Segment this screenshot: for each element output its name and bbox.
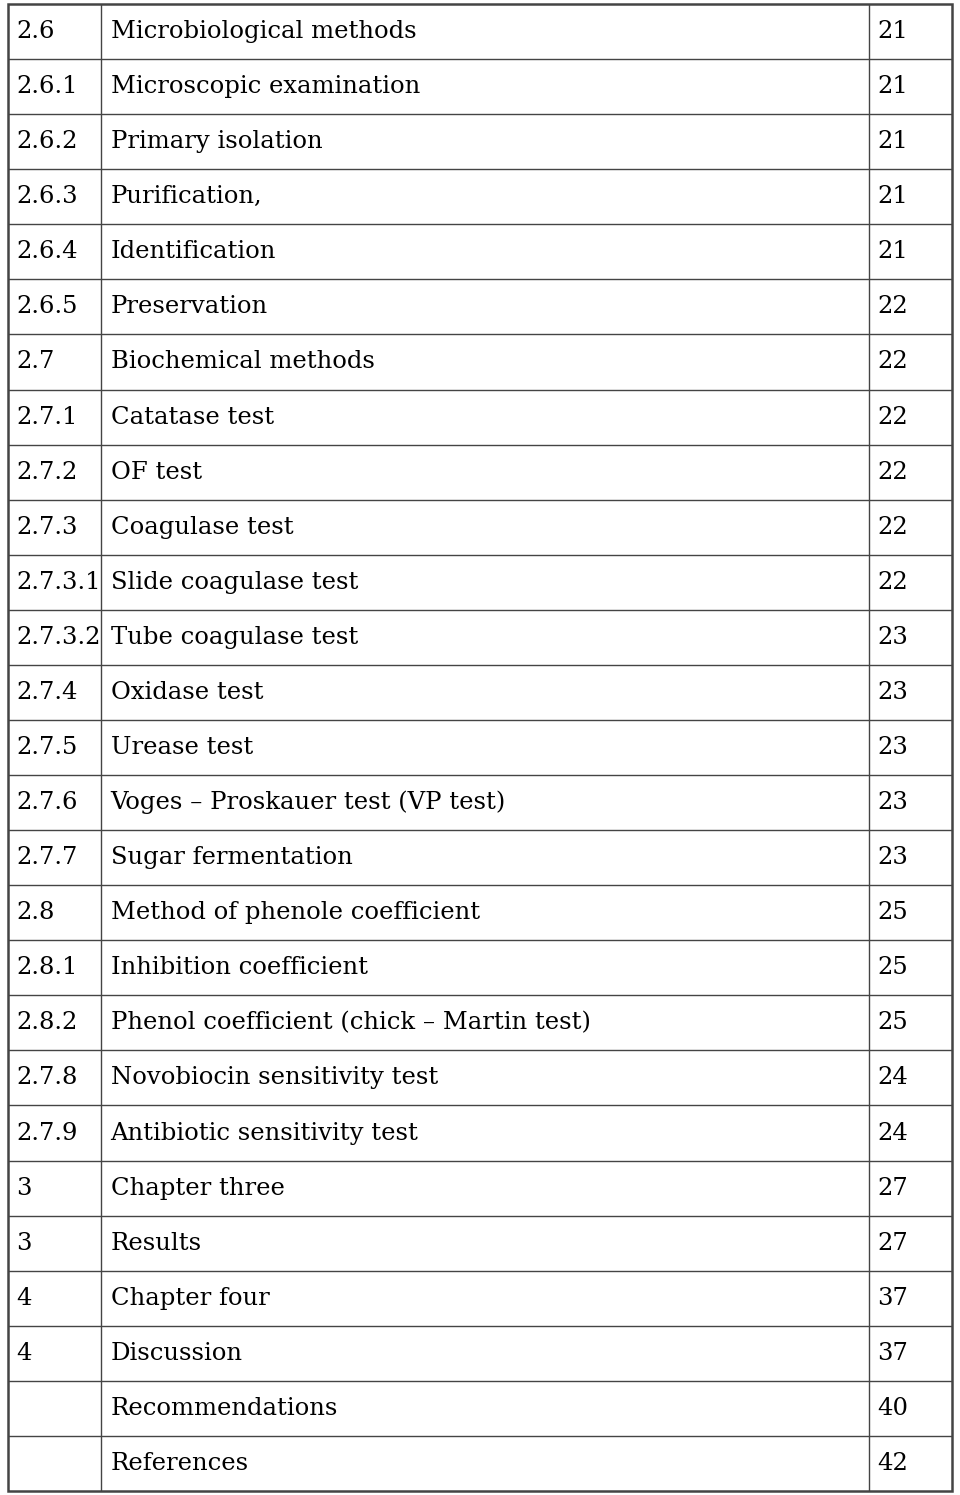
Text: 27: 27 bbox=[876, 1232, 907, 1254]
Text: 4: 4 bbox=[16, 1343, 32, 1365]
Text: Coagulase test: Coagulase test bbox=[110, 516, 293, 538]
Text: Discussion: Discussion bbox=[110, 1343, 243, 1365]
Text: 2.7.6: 2.7.6 bbox=[16, 791, 78, 815]
Text: 2.6: 2.6 bbox=[16, 19, 55, 43]
Text: 24: 24 bbox=[876, 1066, 908, 1090]
Text: 3: 3 bbox=[16, 1177, 32, 1199]
Text: Voges – Proskauer test (VP test): Voges – Proskauer test (VP test) bbox=[110, 791, 506, 815]
Text: Inhibition coefficient: Inhibition coefficient bbox=[110, 957, 368, 979]
Text: 22: 22 bbox=[876, 405, 907, 429]
Text: 2.7.4: 2.7.4 bbox=[16, 680, 78, 704]
Text: 2.7.9: 2.7.9 bbox=[16, 1121, 78, 1145]
Text: Purification,: Purification, bbox=[110, 185, 262, 208]
Text: 2.6.4: 2.6.4 bbox=[16, 241, 78, 263]
Text: 21: 21 bbox=[876, 19, 908, 43]
Text: 2.7: 2.7 bbox=[16, 350, 55, 374]
Text: Preservation: Preservation bbox=[110, 296, 268, 318]
Text: Chapter four: Chapter four bbox=[110, 1287, 269, 1310]
Text: OF test: OF test bbox=[110, 460, 202, 483]
Text: 21: 21 bbox=[876, 130, 908, 152]
Text: Oxidase test: Oxidase test bbox=[110, 680, 263, 704]
Text: Microbiological methods: Microbiological methods bbox=[110, 19, 416, 43]
Text: 2.7.1: 2.7.1 bbox=[16, 405, 78, 429]
Text: 2.7.7: 2.7.7 bbox=[16, 846, 78, 869]
Text: 2.8: 2.8 bbox=[16, 901, 55, 924]
Text: 22: 22 bbox=[876, 460, 907, 483]
Text: 37: 37 bbox=[876, 1343, 908, 1365]
Text: 42: 42 bbox=[876, 1452, 908, 1476]
Text: References: References bbox=[110, 1452, 249, 1476]
Text: 2.7.3.1: 2.7.3.1 bbox=[16, 571, 101, 594]
Text: 4: 4 bbox=[16, 1287, 32, 1310]
Text: 22: 22 bbox=[876, 350, 907, 374]
Text: 22: 22 bbox=[876, 296, 907, 318]
Text: Primary isolation: Primary isolation bbox=[110, 130, 323, 152]
Text: 2.7.8: 2.7.8 bbox=[16, 1066, 78, 1090]
Text: 25: 25 bbox=[876, 901, 907, 924]
Text: 40: 40 bbox=[876, 1396, 908, 1420]
Text: 21: 21 bbox=[876, 241, 908, 263]
Text: Identification: Identification bbox=[110, 241, 276, 263]
Text: 2.6.3: 2.6.3 bbox=[16, 185, 78, 208]
Text: 2.7.3.2: 2.7.3.2 bbox=[16, 626, 101, 649]
Text: 21: 21 bbox=[876, 185, 908, 208]
Text: Phenol coefficient (chick – Martin test): Phenol coefficient (chick – Martin test) bbox=[110, 1012, 590, 1035]
Text: 2.6.2: 2.6.2 bbox=[16, 130, 78, 152]
Text: Results: Results bbox=[110, 1232, 202, 1254]
Text: Biochemical methods: Biochemical methods bbox=[110, 350, 374, 374]
Text: Recommendations: Recommendations bbox=[110, 1396, 338, 1420]
Text: Slide coagulase test: Slide coagulase test bbox=[110, 571, 358, 594]
Text: 22: 22 bbox=[876, 571, 907, 594]
Text: 2.7.5: 2.7.5 bbox=[16, 736, 78, 759]
Text: Chapter three: Chapter three bbox=[110, 1177, 284, 1199]
Text: 23: 23 bbox=[876, 680, 908, 704]
Text: 22: 22 bbox=[876, 516, 907, 538]
Text: 25: 25 bbox=[876, 1012, 907, 1035]
Text: Microscopic examination: Microscopic examination bbox=[110, 75, 420, 99]
Text: Method of phenole coefficient: Method of phenole coefficient bbox=[110, 901, 480, 924]
Text: Catatase test: Catatase test bbox=[110, 405, 274, 429]
Text: 27: 27 bbox=[876, 1177, 907, 1199]
Text: Antibiotic sensitivity test: Antibiotic sensitivity test bbox=[110, 1121, 419, 1145]
Text: 23: 23 bbox=[876, 846, 908, 869]
Text: Novobiocin sensitivity test: Novobiocin sensitivity test bbox=[110, 1066, 438, 1090]
Text: 37: 37 bbox=[876, 1287, 908, 1310]
Text: 25: 25 bbox=[876, 957, 907, 979]
Text: Sugar fermentation: Sugar fermentation bbox=[110, 846, 352, 869]
Text: 2.8.2: 2.8.2 bbox=[16, 1012, 78, 1035]
Text: 23: 23 bbox=[876, 791, 908, 815]
Text: 21: 21 bbox=[876, 75, 908, 99]
Text: 2.6.1: 2.6.1 bbox=[16, 75, 78, 99]
Text: 2.6.5: 2.6.5 bbox=[16, 296, 78, 318]
Text: 2.8.1: 2.8.1 bbox=[16, 957, 78, 979]
Text: Tube coagulase test: Tube coagulase test bbox=[110, 626, 358, 649]
Text: 3: 3 bbox=[16, 1232, 32, 1254]
Text: 2.7.2: 2.7.2 bbox=[16, 460, 78, 483]
Text: Urease test: Urease test bbox=[110, 736, 252, 759]
Text: 2.7.3: 2.7.3 bbox=[16, 516, 78, 538]
Text: 24: 24 bbox=[876, 1121, 908, 1145]
Text: 23: 23 bbox=[876, 626, 908, 649]
Text: 23: 23 bbox=[876, 736, 908, 759]
